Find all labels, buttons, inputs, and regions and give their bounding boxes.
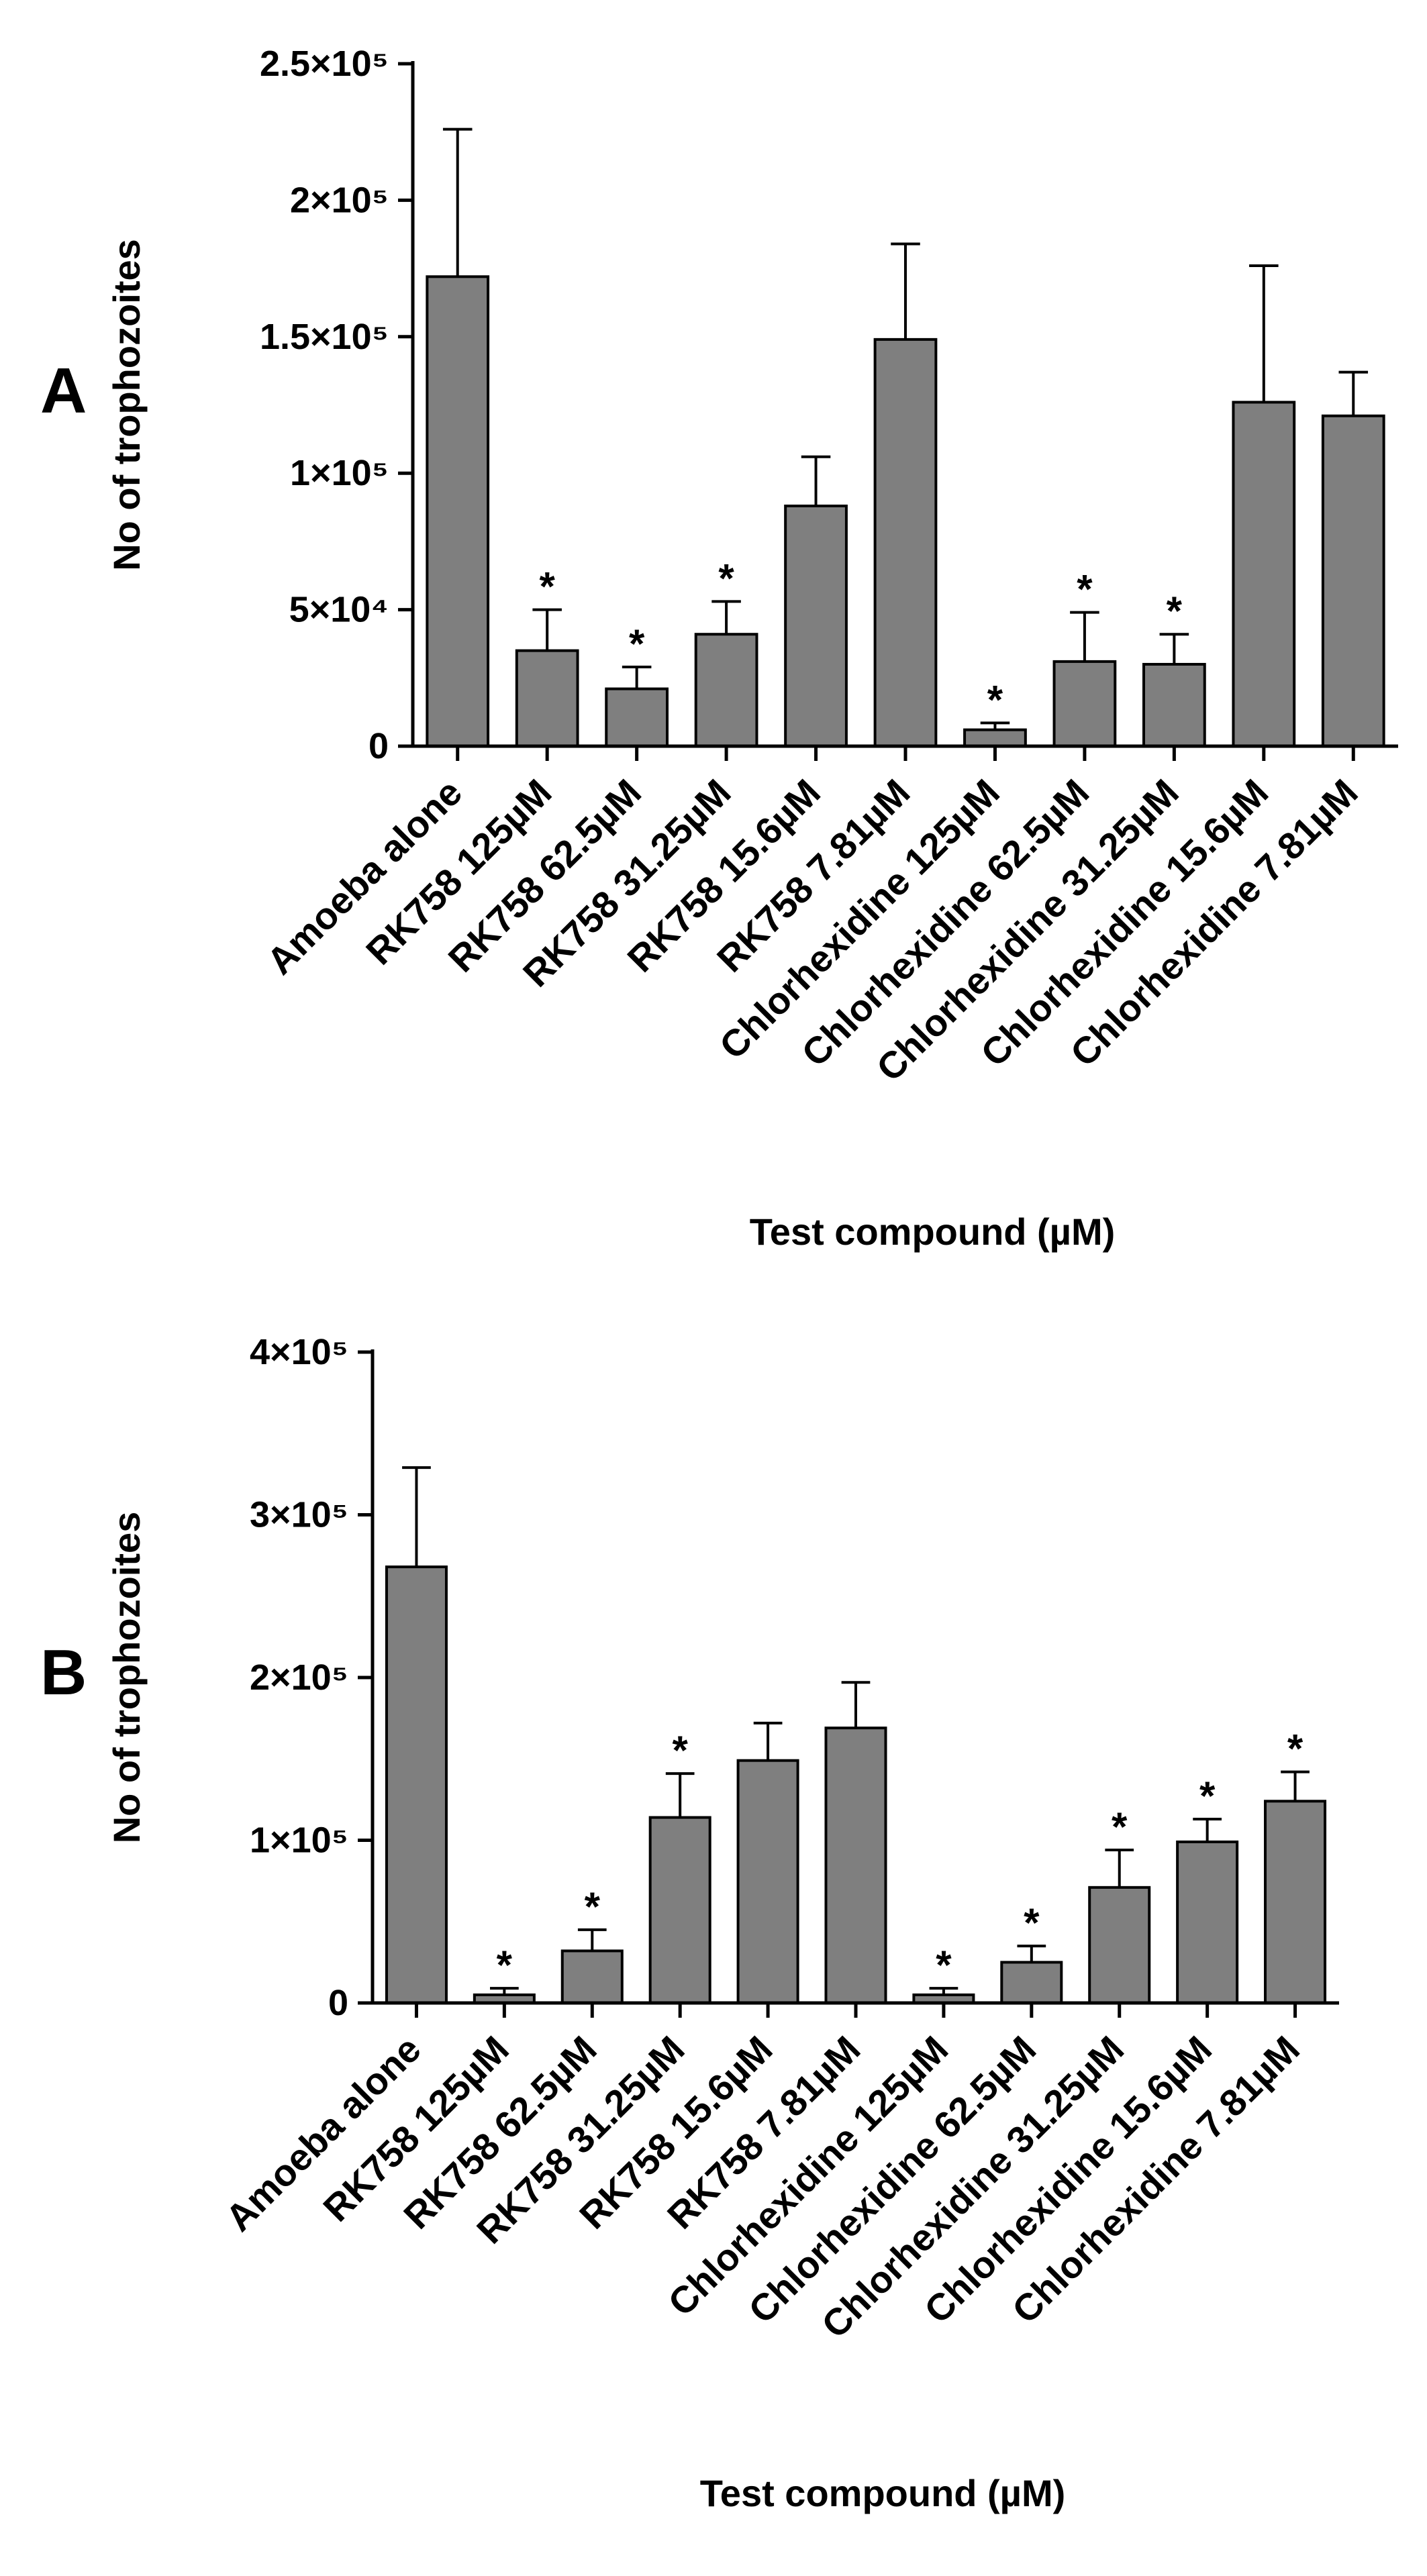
error-bar-4	[665, 1772, 695, 1818]
error-bar-10	[1249, 264, 1279, 403]
error-bar-7	[980, 721, 1010, 730]
bar-11	[1264, 1800, 1327, 2005]
significance-marker: *	[1199, 1773, 1216, 1818]
error-bar-7	[929, 1987, 958, 1995]
error-bar-8	[1070, 611, 1099, 662]
bar-3	[560, 1949, 624, 2004]
y-tick-label: 3×10⁵	[250, 1495, 348, 1535]
significance-marker: *	[1077, 567, 1093, 612]
error-bar-10	[1193, 1817, 1222, 1842]
panel-letter: A	[40, 355, 87, 427]
bar-10	[1232, 401, 1296, 748]
significance-marker: *	[1112, 1804, 1128, 1849]
y-axis-title: No of trophozoites	[105, 239, 148, 571]
panel-letter: B	[40, 1637, 87, 1708]
error-bar-3	[622, 666, 652, 689]
y-tick-label: 2×10⁵	[290, 180, 389, 220]
bar-2	[515, 649, 579, 748]
bar-9	[1142, 662, 1206, 748]
error-bar-11	[1281, 1770, 1310, 1802]
y-tick-label: 4×10⁵	[250, 1332, 348, 1372]
bar-1	[385, 1565, 448, 2005]
significance-marker: *	[987, 677, 1003, 722]
error-bar-5	[753, 1721, 783, 1761]
bar-1	[426, 275, 490, 748]
bar-8	[1052, 660, 1117, 748]
y-tick-label: 2.5×10⁵	[260, 44, 389, 84]
significance-marker: *	[629, 621, 645, 666]
y-axis-title: No of trophozoites	[105, 1512, 148, 1844]
error-bar-11	[1338, 370, 1369, 416]
x-axis-title: Test compound (µM)	[750, 1210, 1116, 1253]
error-bar-1	[402, 1466, 431, 1567]
bar-6	[873, 338, 938, 748]
significance-marker: *	[585, 1884, 601, 1929]
y-tick-label: 5×10⁴	[289, 590, 389, 630]
significance-marker: *	[718, 556, 734, 601]
error-bar-8	[1017, 1945, 1046, 1963]
error-bar-2	[489, 1987, 519, 1995]
significance-marker: *	[936, 1943, 952, 1988]
y-tick-label: 1×10⁵	[290, 453, 389, 493]
significance-marker: *	[673, 1728, 689, 1773]
significance-marker: *	[497, 1943, 513, 1988]
bar-11	[1321, 414, 1385, 748]
bar-6	[824, 1727, 887, 2005]
error-bar-1	[442, 127, 473, 277]
significance-marker: *	[1167, 588, 1183, 633]
x-axis-title: Test compound (µM)	[700, 2472, 1066, 2514]
bar-10	[1176, 1840, 1239, 2005]
y-tick-label: 1.5×10⁵	[260, 317, 389, 357]
error-bar-5	[801, 455, 831, 507]
y-tick-label: 0	[328, 1983, 348, 2023]
bar-3	[605, 687, 669, 748]
error-bar-9	[1105, 1849, 1134, 1888]
bar-5	[784, 505, 848, 748]
significance-marker: *	[1287, 1727, 1303, 1771]
bar-9	[1088, 1886, 1151, 2004]
error-bar-9	[1159, 633, 1189, 664]
y-tick-label: 2×10⁵	[250, 1657, 348, 1698]
error-bar-6	[841, 1681, 871, 1729]
error-bar-2	[532, 608, 562, 651]
bar-5	[736, 1759, 799, 2005]
y-tick-label: 0	[368, 726, 389, 766]
error-bar-6	[891, 242, 920, 340]
significance-marker: *	[540, 564, 556, 609]
bar-4	[648, 1816, 711, 2005]
error-bar-4	[711, 600, 741, 635]
bar-8	[1000, 1961, 1063, 2004]
significance-marker: *	[1024, 1900, 1040, 1945]
y-tick-label: 1×10⁵	[250, 1820, 348, 1861]
bar-4	[694, 633, 758, 748]
error-bar-3	[577, 1928, 607, 1951]
bar-7	[963, 728, 1027, 748]
